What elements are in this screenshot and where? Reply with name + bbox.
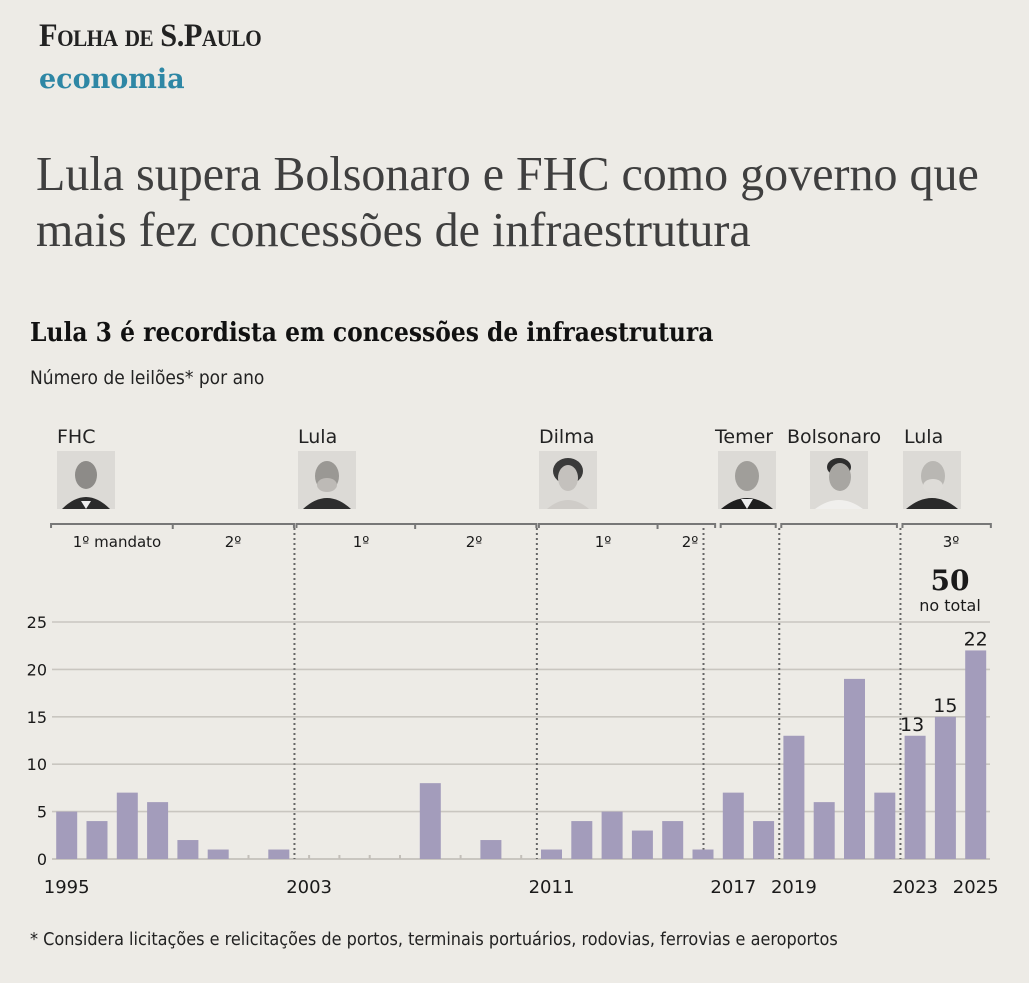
bar-2022 — [874, 792, 896, 859]
zero-tick-2006 — [399, 855, 401, 859]
zero-tick-2008 — [459, 855, 462, 859]
portrait-lula-3-icon — [903, 451, 961, 509]
bar-2021 — [844, 678, 865, 859]
bar-2013 — [601, 811, 623, 859]
government-dividers — [293, 528, 902, 859]
bar-2019 — [783, 735, 805, 859]
y-tick-label: 5 — [37, 803, 47, 822]
bar-2017 — [722, 792, 744, 859]
x-tick-label: 2025 — [953, 877, 999, 898]
term-label-dilma-1: 1º — [594, 533, 612, 551]
data-label-2024: 15 — [933, 695, 957, 717]
term-label-dilma-2: 2º — [681, 533, 699, 551]
bar-2020 — [813, 802, 835, 859]
headline: Lula supera Bolsonaro e FHC como governo… — [36, 146, 979, 257]
bars — [56, 650, 987, 859]
section-label: economia — [39, 64, 185, 95]
portrait-bolsonaro-icon — [810, 451, 868, 509]
president-name-lula: Lula — [298, 426, 338, 448]
data-label-2025: 22 — [964, 628, 988, 650]
total-value: 50 — [931, 564, 970, 597]
term-label-lula-3: 3º — [942, 533, 960, 551]
bar-2007 — [419, 783, 441, 859]
y-tick-label: 10 — [27, 755, 47, 774]
x-tick-label: 2019 — [771, 877, 817, 898]
bar-1995 — [56, 811, 78, 859]
term-bracket — [537, 523, 717, 529]
zero-tick-2001 — [247, 855, 250, 859]
term-label-fhc-2: 2º — [224, 533, 242, 551]
term-brackets — [50, 523, 992, 529]
zero-tick-2010 — [520, 855, 523, 859]
term-bracket — [295, 523, 538, 529]
x-tick-label: 2023 — [892, 877, 938, 898]
y-tick-label: 25 — [27, 613, 47, 632]
masthead-logo: Folha de S.Paulo — [39, 18, 262, 54]
footnote: * Considera licitações e relicitações de… — [30, 930, 838, 950]
y-axis-labels: 0 5 10 15 20 25 — [27, 613, 47, 869]
portrait-dilma-icon — [539, 451, 597, 509]
bar-2014 — [631, 830, 653, 859]
term-label-lula-1: 1º — [352, 533, 370, 551]
bar-1997 — [116, 792, 138, 859]
data-label-2023: 13 — [900, 714, 924, 736]
president-name-fhc: FHC — [57, 426, 96, 448]
term-bracket — [719, 523, 777, 528]
x-tick-label: 2017 — [710, 877, 756, 898]
bar-1998 — [147, 802, 169, 859]
term-bracket — [901, 523, 992, 528]
bar-2015 — [662, 821, 684, 859]
bar-2012 — [571, 821, 593, 859]
bar-2002 — [268, 849, 290, 859]
bar-2000 — [207, 849, 229, 859]
president-name-dilma: Dilma — [539, 426, 595, 448]
y-tick-label: 15 — [27, 708, 47, 727]
x-axis-labels: 1995 2003 2011 2017 2019 2023 2025 — [44, 877, 999, 898]
y-tick-label: 20 — [27, 660, 47, 679]
zero-tick-2003 — [308, 855, 311, 859]
bar-1996 — [86, 821, 108, 859]
bar-2018 — [753, 821, 775, 859]
zero-tick-2005 — [368, 855, 371, 859]
bar-2009 — [480, 840, 502, 859]
bar-2025 — [965, 650, 987, 859]
president-name-bolsonaro: Bolsonaro — [787, 426, 882, 448]
portrait-fhc-icon — [57, 451, 115, 509]
portrait-temer-icon — [718, 451, 776, 509]
chart-title: Lula 3 é recordista em concessões de inf… — [30, 318, 714, 348]
term-bracket — [50, 523, 295, 529]
y-tick-label: 0 — [37, 850, 47, 869]
bar-2016 — [692, 849, 714, 859]
president-name-lula-3: Lula — [904, 426, 944, 448]
total-label: no total — [919, 596, 981, 615]
bar-2023 — [904, 735, 926, 859]
data-labels: 13 15 22 — [900, 628, 988, 735]
president-name-temer: Temer — [715, 426, 774, 448]
term-label-fhc-1: 1º mandato — [72, 533, 162, 551]
x-tick-label: 2003 — [286, 877, 332, 898]
term-label-lula-2: 2º — [465, 533, 483, 551]
term-bracket — [780, 523, 898, 528]
bar-2011 — [541, 849, 562, 859]
bar-1999 — [177, 840, 199, 859]
bar-2024 — [934, 716, 956, 859]
chart-subtitle: Número de leilões* por ano — [30, 367, 265, 389]
portrait-lula-icon — [298, 451, 356, 509]
x-tick-label: 2011 — [529, 877, 575, 898]
x-tick-label: 1995 — [44, 877, 90, 898]
zero-tick-2004 — [338, 855, 341, 859]
